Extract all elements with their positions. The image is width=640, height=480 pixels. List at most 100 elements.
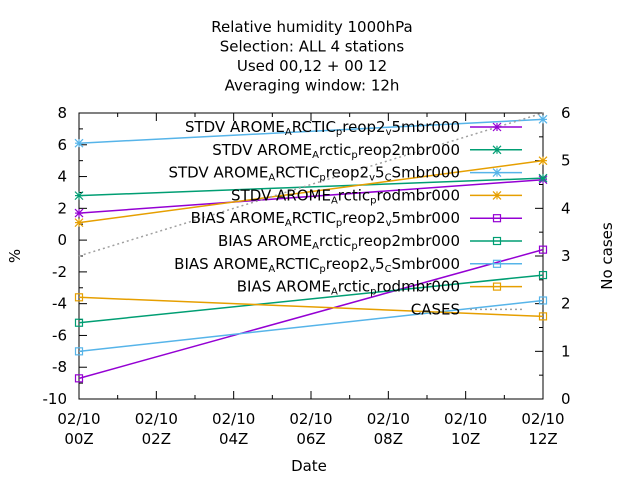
x-tick-label-hour: 10Z (451, 430, 480, 448)
marker-stroke (492, 145, 502, 155)
legend-label: STDV AROMEARCTICpreop2v5CSmbr000 (168, 164, 460, 184)
y-tick-label: -2 (52, 263, 67, 281)
series-line (78, 118, 544, 144)
legend-label: BIAS AROMEArcticprodmbr000 (237, 278, 460, 298)
data-point (538, 114, 548, 124)
data-point (74, 374, 84, 383)
marker-stroke (492, 190, 502, 200)
marker-stroke (492, 168, 502, 178)
legend-marker (492, 190, 502, 200)
data-point (74, 138, 84, 148)
data-point (538, 312, 548, 321)
legend-label: STDV AROMEArcticpreop2mbr000 (212, 141, 460, 161)
legend-label: BIAS AROMEARCTICpreop2v5CSmbr000 (174, 255, 460, 275)
marker-stroke (74, 218, 84, 228)
marker-square (74, 347, 84, 356)
marker-stroke (538, 173, 548, 183)
series-line (78, 177, 544, 197)
series-7 (74, 296, 548, 356)
series-4 (74, 156, 548, 228)
x-tick-label-hour: 06Z (296, 430, 325, 448)
y-tick-label: 2 (57, 199, 67, 217)
series-line (78, 296, 544, 318)
marker-stroke (74, 138, 84, 148)
y2-tick-label: 1 (561, 342, 571, 360)
marker-square (492, 259, 502, 268)
series-6 (74, 270, 548, 327)
data-point (74, 218, 84, 228)
y2-tick-label: 4 (561, 199, 571, 217)
marker-stroke (74, 208, 84, 218)
title-line-1: Relative humidity 1000hPa (211, 18, 413, 36)
series-line (78, 178, 544, 214)
axes: -10 -8 -6 -4 -2 0 2 4 6 8 0 1 2 3 4 5 6 02/10 00Z 02/10 02Z 0… (43, 104, 571, 448)
series (74, 112, 548, 383)
series-line (78, 112, 544, 257)
series-9 (78, 112, 544, 257)
series-line (78, 299, 544, 353)
x-tick-label-date: 02/10 (289, 410, 332, 428)
data-point (538, 296, 548, 305)
series-5 (74, 245, 548, 383)
y-tick-label: 4 (57, 168, 67, 186)
series-2 (74, 173, 548, 201)
y-tick-label: -4 (52, 295, 67, 313)
y-tick-label: -6 (52, 326, 67, 344)
legend-marker (492, 168, 502, 178)
legend-label: BIAS AROMEArcticpreop2mbr000 (218, 232, 460, 252)
series-3 (74, 114, 548, 148)
legend-item: BIAS AROMEArcticprodmbr000 (237, 278, 522, 298)
y-tick-label: -10 (43, 390, 68, 408)
y2-tick-label: 2 (561, 295, 571, 313)
y2-axis-label: No cases (598, 222, 616, 290)
data-point (74, 293, 84, 302)
marker-square (74, 374, 84, 383)
legend-item: STDV AROMEArcticpreop2mbr000 (212, 141, 522, 161)
legend-marker (492, 282, 502, 291)
x-tick-label-hour: 00Z (64, 430, 93, 448)
y2-tick-label: 0 (561, 390, 571, 408)
x-tick-label-hour: 04Z (219, 430, 248, 448)
marker-square (538, 312, 548, 321)
title-line-4: Averaging window: 12h (225, 77, 400, 95)
marker-square (538, 270, 548, 280)
data-point (74, 347, 84, 356)
legend: STDV AROMEARCTICpreop2v5mbr000 STDV AROME… (168, 118, 522, 318)
series-8 (74, 293, 548, 321)
marker-square (74, 318, 84, 327)
legend-label: STDV AROMEArcticprodmbr000 (231, 186, 460, 206)
y-axis-label: % (6, 249, 24, 263)
legend-item: BIAS AROMEArcticpreop2mbr000 (218, 232, 522, 252)
legend-item: STDV AROMEARCTICpreop2v5CSmbr000 (168, 164, 522, 184)
marker-square (492, 282, 502, 291)
legend-marker (492, 122, 502, 132)
marker-square (492, 236, 502, 246)
x-tick-label-date: 02/10 (367, 410, 410, 428)
legend-marker (492, 259, 502, 268)
marker-stroke (74, 191, 84, 201)
y-tick-label: 8 (57, 104, 67, 122)
x-tick-label-date: 02/10 (57, 410, 100, 428)
legend-item: STDV AROMEARCTICpreop2v5mbr000 (185, 118, 522, 138)
x-tick-label-date: 02/10 (521, 410, 564, 428)
legend-label: STDV AROMEARCTICpreop2v5mbr000 (185, 118, 460, 138)
x-axis-label: Date (291, 457, 327, 475)
chart-title: Relative humidity 1000hPa Selection: ALL … (211, 18, 413, 95)
x-tick-label-hour: 12Z (528, 430, 557, 448)
data-point (74, 191, 84, 201)
legend-label: BIAS AROMEARCTICpreop2v5mbr000 (191, 209, 460, 229)
legend-label: CASES (411, 300, 460, 318)
y2-tick-label: 3 (561, 247, 571, 265)
series-line (78, 159, 544, 224)
series-line (78, 274, 544, 324)
marker-square (538, 296, 548, 305)
marker-stroke (538, 114, 548, 124)
data-point (538, 156, 548, 166)
marker-stroke (492, 122, 502, 132)
title-line-2: Selection: ALL 4 stations (220, 38, 405, 56)
x-tick-label-date: 02/10 (212, 410, 255, 428)
legend-item: CASES (411, 300, 522, 318)
y-tick-label: -8 (52, 358, 67, 376)
legend-marker (492, 214, 502, 223)
